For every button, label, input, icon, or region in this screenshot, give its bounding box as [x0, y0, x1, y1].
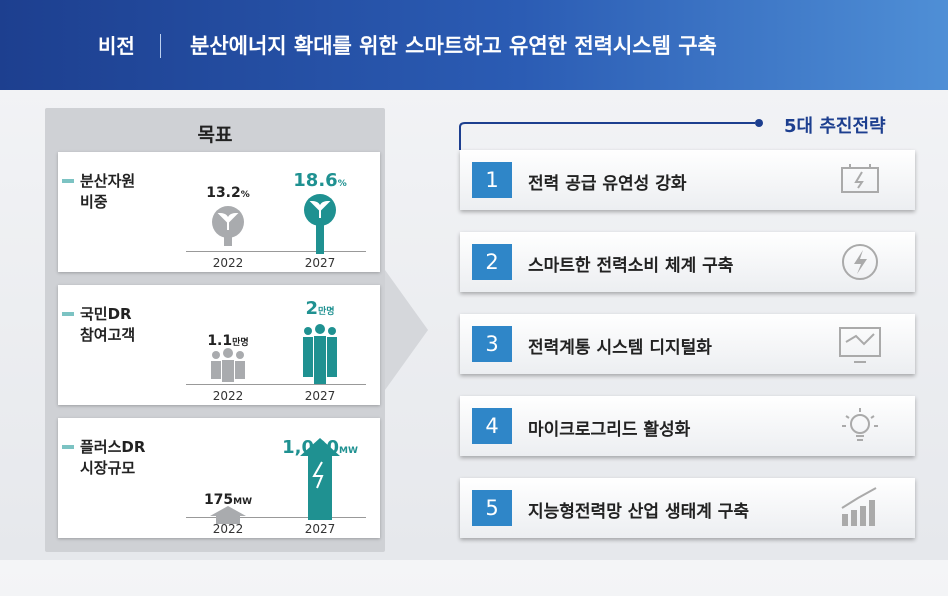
goal-label: 참여고객 — [80, 326, 136, 344]
header-label: 비전 — [98, 34, 135, 58]
goal-label: 분산자원 — [80, 172, 136, 190]
strategy-item: 4 마이크로그리드 활성화 — [460, 396, 915, 456]
value: 18.6 — [293, 170, 338, 191]
strategy-item: 3 전력계통 시스템 디지털화 — [460, 314, 915, 374]
goal-year: 2022 — [212, 522, 244, 536]
goal-value-after: 18.6% — [270, 170, 370, 191]
strategy-text: 지능형전력망 산업 생태계 구축 — [528, 502, 750, 522]
unit: 만명 — [232, 338, 249, 348]
goals-title: 목표 — [197, 124, 233, 146]
strategy-item: 1 전력 공급 유연성 강화 — [460, 150, 915, 210]
goal-value-before: 13.2% — [178, 185, 278, 201]
value: 1.1 — [207, 333, 233, 349]
goal-year: 2022 — [212, 256, 244, 270]
goals-panel: 목표 분산자원 비중 13.2% 2022 18.6% 2027 국민DR 참여고객 1.1만명… — [45, 108, 385, 552]
unit: % — [337, 179, 347, 189]
unit: % — [240, 190, 250, 200]
label-dash — [62, 179, 74, 183]
baseline — [186, 517, 366, 518]
goal-icon — [212, 206, 244, 246]
goal-icon — [300, 438, 340, 520]
strategy-text: 마이크로그리드 활성화 — [528, 420, 691, 440]
strategy-number: 4 — [472, 408, 512, 444]
strategy-text: 전력계통 시스템 디지털화 — [528, 338, 712, 358]
goal-year: 2022 — [212, 389, 244, 403]
goal-year: 2027 — [304, 256, 336, 270]
goal-card: 국민DR 참여고객 1.1만명 2022 2만명 2027 — [58, 285, 380, 405]
unit: 만명 — [317, 307, 335, 317]
strategy-text: 스마트한 전력소비 체계 구축 — [528, 256, 734, 276]
goal-icon — [211, 348, 245, 382]
strategy-text: 전력 공급 유연성 강화 — [528, 174, 687, 194]
strategy-icon — [841, 164, 879, 193]
goal-label: 비중 — [80, 193, 108, 211]
unit: MW — [339, 446, 358, 456]
label-dash — [62, 445, 74, 449]
strategy-icon — [842, 244, 878, 280]
strategy-number: 3 — [472, 326, 512, 362]
separator — [160, 34, 161, 58]
goal-value-before: 175MW — [178, 492, 278, 508]
goal-icon — [210, 506, 246, 524]
goal-year: 2027 — [304, 389, 336, 403]
header-title: 분산에너지 확대를 위한 스마트하고 유연한 전력시스템 구축 — [190, 34, 717, 58]
strategy-number: 5 — [472, 490, 512, 526]
strategy-icon — [841, 487, 877, 526]
goal-year: 2027 — [304, 522, 336, 536]
page: 비전 분산에너지 확대를 위한 스마트하고 유연한 전력시스템 구축 목표 분산… — [0, 0, 948, 560]
baseline — [186, 384, 366, 385]
strategy-item: 5 지능형전력망 산업 생태계 구축 — [460, 478, 915, 538]
strategy-icon — [842, 408, 878, 441]
goal-card: 플러스DR시장규모175MW20221,000MW2027 — [58, 418, 380, 538]
chevron — [385, 270, 428, 390]
goal-value-after: 2만명 — [270, 298, 370, 319]
value: 175 — [203, 492, 234, 508]
goal-value-before: 1.1만명 — [178, 333, 278, 349]
baseline — [186, 251, 366, 252]
strategy-number: 1 — [472, 162, 512, 198]
goal-icon — [304, 194, 336, 254]
value: 13.2 — [206, 185, 241, 201]
value: 2 — [305, 298, 318, 319]
header: 비전 분산에너지 확대를 위한 스마트하고 유연한 전력시스템 구축 — [0, 0, 948, 90]
strategy-item: 2 스마트한 전력소비 체계 구축 — [460, 232, 915, 292]
goal-label: 국민DR — [80, 305, 132, 323]
unit: MW — [233, 497, 253, 507]
strategy-icon — [839, 327, 881, 363]
strategy-bracket — [459, 119, 763, 150]
goal-icon — [303, 324, 337, 384]
label-dash — [62, 312, 74, 316]
strategies-title: 5대 추진전략 — [784, 116, 886, 137]
strategy-number: 2 — [472, 244, 512, 280]
goal-label: 플러스DR — [80, 438, 146, 456]
goal-label: 시장규모 — [80, 459, 136, 477]
